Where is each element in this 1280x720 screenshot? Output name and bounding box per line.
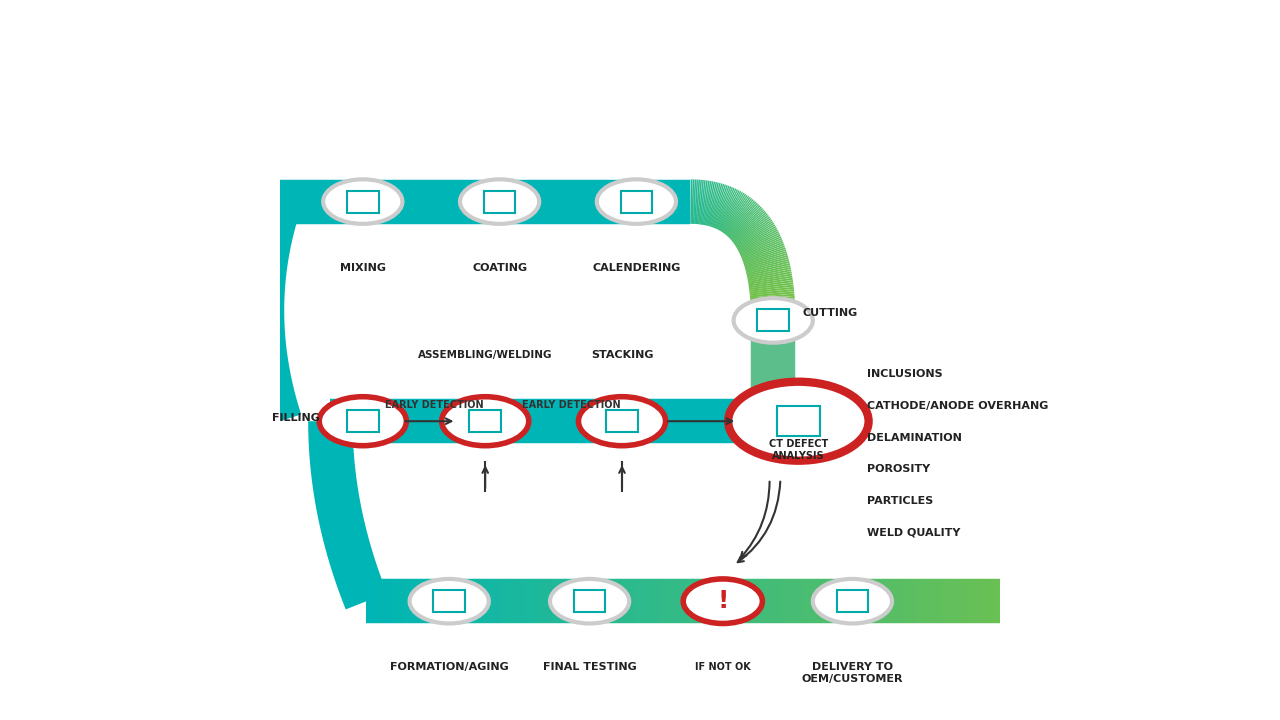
Text: !: ! [717,589,728,613]
Text: STACKING: STACKING [591,350,653,360]
Ellipse shape [684,579,763,624]
Text: ASSEMBLING/WELDING: ASSEMBLING/WELDING [419,350,553,360]
Ellipse shape [813,579,892,624]
Ellipse shape [728,382,869,461]
Text: DELIVERY TO
OEM/CUSTOMER: DELIVERY TO OEM/CUSTOMER [801,662,904,684]
Ellipse shape [596,179,676,224]
Text: IF NOT OK: IF NOT OK [695,662,750,672]
Ellipse shape [579,397,666,446]
Text: WELD QUALITY: WELD QUALITY [867,528,960,538]
Text: EARLY DETECTION: EARLY DETECTION [522,400,621,410]
Text: CALENDERING: CALENDERING [593,263,681,273]
Text: EARLY DETECTION: EARLY DETECTION [385,400,484,410]
Text: CT DEFECT
ANALYSIS: CT DEFECT ANALYSIS [769,439,828,461]
Text: MIXING: MIXING [339,263,385,273]
Text: DELAMINATION: DELAMINATION [867,433,961,443]
Text: FINAL TESTING: FINAL TESTING [543,662,636,672]
Text: FORMATION/AGING: FORMATION/AGING [390,662,508,672]
Text: CATHODE/ANODE OVERHANG: CATHODE/ANODE OVERHANG [867,401,1048,411]
Text: COATING: COATING [472,263,527,273]
Ellipse shape [324,179,402,224]
Text: POROSITY: POROSITY [867,464,931,474]
Ellipse shape [550,579,630,624]
Ellipse shape [733,298,813,343]
Ellipse shape [410,579,489,624]
Ellipse shape [460,179,539,224]
Ellipse shape [442,397,529,446]
Text: CUTTING: CUTTING [803,308,858,318]
Text: INCLUSIONS: INCLUSIONS [867,369,942,379]
Ellipse shape [319,397,406,446]
Text: FILLING: FILLING [271,413,320,423]
Text: PARTICLES: PARTICLES [867,496,933,506]
